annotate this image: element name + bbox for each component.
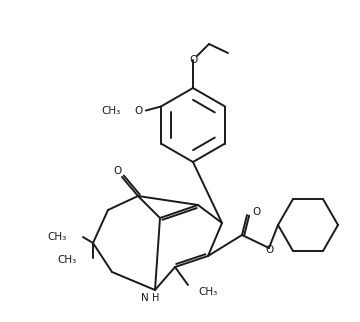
Text: O: O [189, 55, 197, 65]
Text: H: H [152, 293, 160, 303]
Text: N: N [141, 293, 149, 303]
Text: CH₃: CH₃ [58, 255, 77, 265]
Text: O: O [113, 166, 121, 176]
Text: CH₃: CH₃ [198, 287, 217, 297]
Text: CH₃: CH₃ [48, 232, 67, 242]
Text: O: O [265, 245, 273, 255]
Text: CH₃: CH₃ [102, 106, 121, 116]
Text: O: O [135, 106, 143, 116]
Text: O: O [252, 207, 260, 217]
